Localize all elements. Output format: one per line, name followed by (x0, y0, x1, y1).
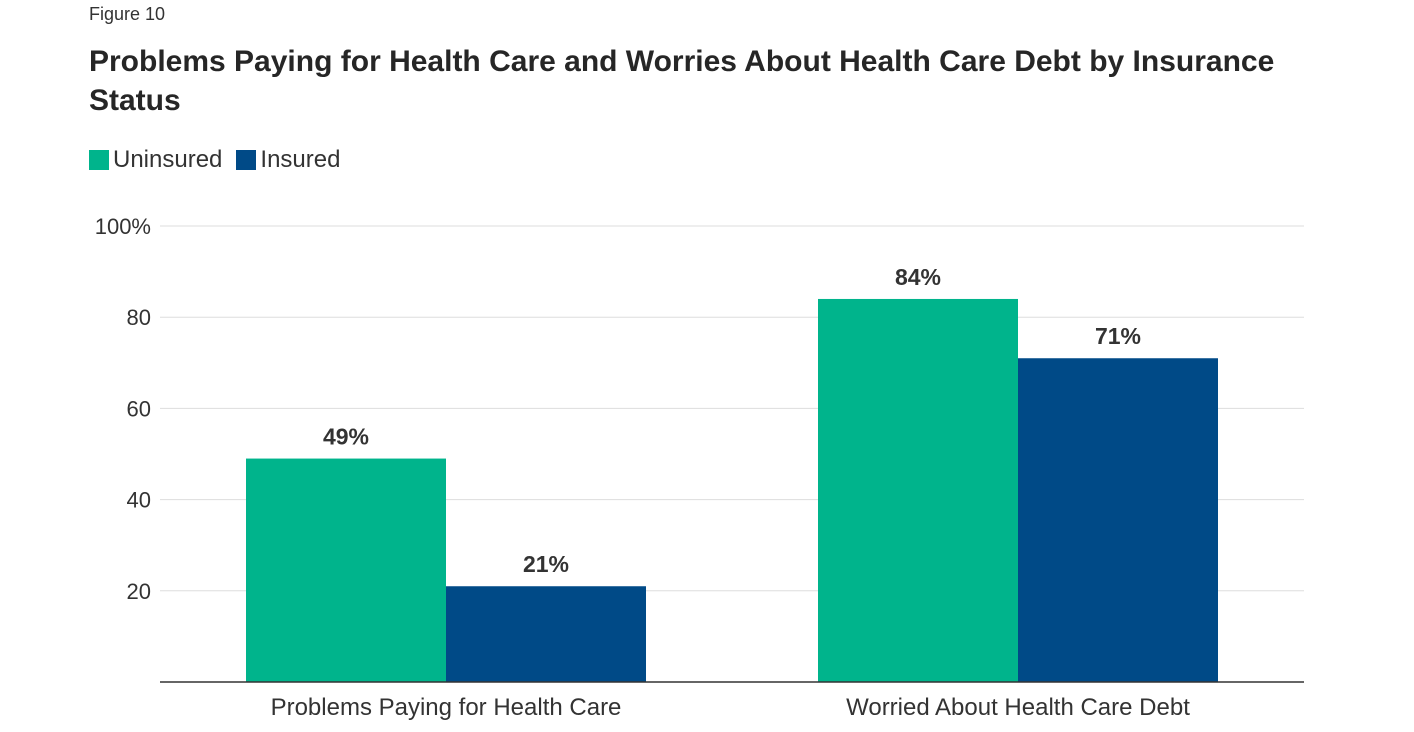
legend-swatch-uninsured (89, 150, 109, 170)
y-tick-label: 60 (127, 396, 151, 421)
legend-label-insured: Insured (260, 146, 341, 173)
bar-insured (446, 586, 646, 682)
legend-label-uninsured: Uninsured (113, 146, 223, 173)
legend: Uninsured Insured (89, 146, 354, 174)
bar-uninsured (818, 298, 1018, 682)
bars (246, 298, 1218, 682)
x-category-label: Worried About Health Care Debt (846, 694, 1190, 721)
x-category-label: Problems Paying for Health Care (271, 694, 622, 721)
y-axis-ticks: 20 40 60 80 100% (95, 214, 151, 604)
y-tick-label: 100% (95, 214, 151, 239)
y-tick-label: 20 (127, 579, 151, 604)
figure-label: Figure 10 (89, 4, 166, 24)
legend-swatch-insured (236, 150, 257, 170)
bar-insured (1018, 358, 1218, 682)
data-label: 21% (523, 551, 569, 577)
legend-item-uninsured: Uninsured (89, 146, 222, 174)
data-label: 84% (895, 264, 941, 290)
legend-item-insured: Insured (236, 146, 340, 174)
chart-title: Problems Paying for Health Care and Worr… (89, 45, 1275, 117)
y-tick-label: 40 (127, 488, 151, 513)
data-label: 49% (323, 424, 369, 450)
data-labels: 49% 21% 84% 71% (323, 264, 1141, 577)
x-axis-categories: Problems Paying for Health Care Worried A… (271, 694, 1191, 721)
data-label: 71% (1095, 323, 1141, 349)
bar-uninsured (246, 458, 446, 682)
y-tick-label: 80 (127, 305, 151, 330)
